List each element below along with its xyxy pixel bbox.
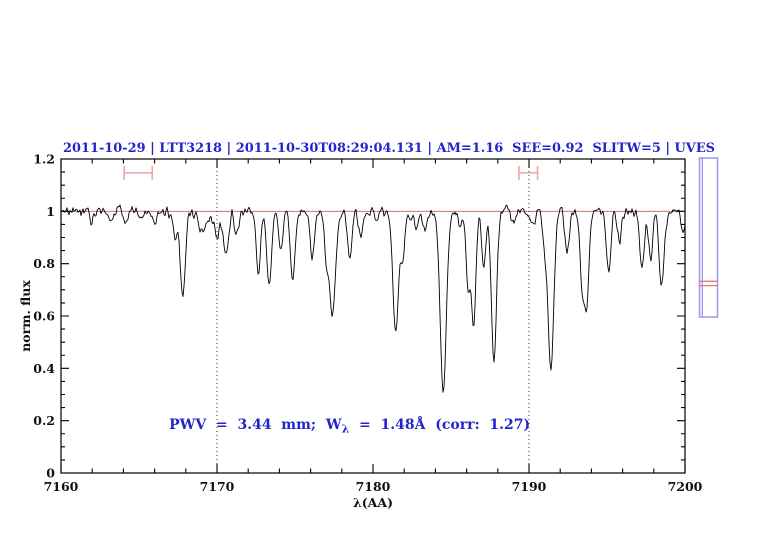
pwv-annotation-part2: = 1.48Å (corr: 1.27): [349, 415, 530, 433]
pwv-annotation-part1: PWV = 3.44 mm; W: [169, 417, 342, 433]
side-gauge-box: [698, 157, 719, 318]
y-tick-label: 1: [46, 204, 55, 219]
y-axis-label: norm. flux: [18, 280, 33, 352]
y-tick-label: 0.2: [33, 413, 55, 428]
chart-layer: 7160 7170 7180 7190 7200 0 0.2 0.4 0.6 0.8 1 1.2: [33, 152, 719, 494]
x-tick-label: 7200: [668, 479, 703, 494]
x-tick-label: 7170: [200, 479, 235, 494]
spectrum-trace: [60, 204, 686, 393]
x-axis-label: λ(AA): [353, 495, 393, 510]
range-marker-1: [123, 165, 154, 180]
x-tick-label: 7180: [356, 479, 391, 494]
x-tick-label: 7190: [512, 479, 547, 494]
pwv-annotation-subscript: λ: [342, 423, 350, 436]
y-tick-label: 1.2: [33, 152, 55, 167]
y-tick-label: 0.8: [33, 256, 55, 271]
y-tick-label: 0.4: [33, 361, 55, 376]
pwv-annotation: PWV = 3.44 mm; Wλ = 1.48Å (corr: 1.27): [135, 415, 554, 436]
x-tick-label: 7160: [44, 479, 79, 494]
y-tick-label: 0: [46, 466, 55, 481]
y-tick-label: 0.6: [33, 309, 55, 324]
figure-title: 2011-10-29 | LTT3218 | 2011-10-30T08:29:…: [63, 141, 715, 156]
axis-ticks: [60, 158, 686, 474]
range-marker-2: [518, 165, 539, 180]
